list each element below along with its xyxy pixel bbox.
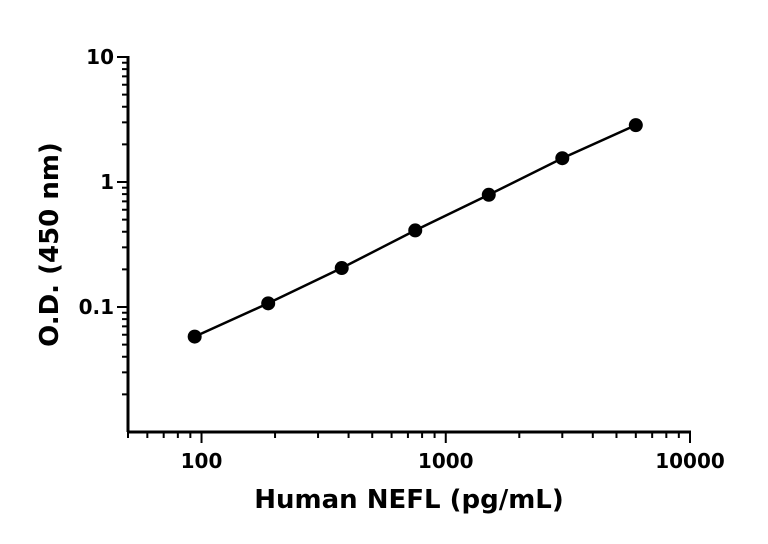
data-point <box>334 261 349 276</box>
data-point <box>481 187 496 202</box>
x-tick-label: 1000 <box>418 449 474 473</box>
x-axis-title: Human NEFL (pg/mL) <box>254 485 564 515</box>
y-tick-label: 1 <box>100 170 114 194</box>
plot-area: 0.1 1 10 100 1000 10000 <box>79 45 725 473</box>
y-axis-title: O.D. (450 nm) <box>35 142 65 347</box>
data-point <box>261 296 276 311</box>
data-point <box>408 223 423 238</box>
data-point <box>555 151 570 166</box>
x-tick-label: 10000 <box>655 449 725 473</box>
x-tick-label: 100 <box>181 449 223 473</box>
data-point <box>187 329 202 344</box>
y-tick-label: 10 <box>86 45 114 69</box>
y-tick-label: 0.1 <box>79 295 114 319</box>
data-point <box>628 118 643 133</box>
